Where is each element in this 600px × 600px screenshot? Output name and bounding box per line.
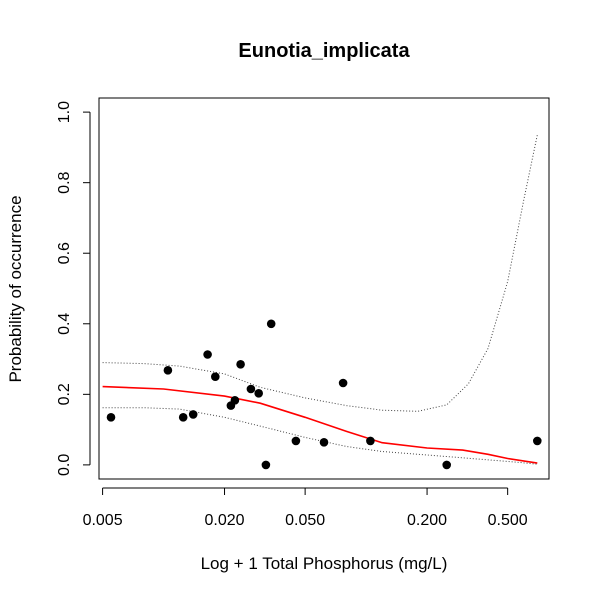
data-point <box>203 350 212 359</box>
x-tick-label: 0.200 <box>407 512 447 529</box>
curves <box>102 134 538 465</box>
y-tick-label: 1.0 <box>56 101 73 123</box>
data-point <box>236 360 245 369</box>
data-point <box>338 378 348 388</box>
y-axis-label: Probability of occurrence <box>6 195 25 382</box>
data-point <box>291 436 301 446</box>
data-point <box>254 389 263 398</box>
y-tick-label: 0.4 <box>56 313 73 335</box>
x-tick-label: 0.005 <box>83 512 123 529</box>
data-point <box>533 436 542 446</box>
data-point <box>178 413 188 422</box>
chart-title: Eunotia_implicata <box>238 40 410 62</box>
data-point <box>266 319 276 329</box>
confidence-band-line <box>102 407 538 465</box>
data-point <box>366 436 375 446</box>
x-tick-label: 0.020 <box>205 512 245 529</box>
data-point <box>163 366 173 375</box>
y-tick-label: 0.2 <box>56 383 73 405</box>
data-point <box>319 438 329 447</box>
fitted-curve-line <box>102 385 538 464</box>
y-tick-label: 0.0 <box>56 454 73 476</box>
data-point <box>188 410 198 419</box>
x-axis: 0.005 0.020 0.050 0.200 0.500 <box>83 487 528 529</box>
y-axis: 0.0 0.2 0.4 0.6 0.8 1.0 <box>56 101 91 476</box>
data-point <box>211 372 220 382</box>
data-point <box>246 384 256 394</box>
x-tick-label: 0.050 <box>285 512 325 529</box>
plot-frame <box>98 97 550 480</box>
data-point <box>106 413 116 422</box>
data-point <box>230 396 240 405</box>
y-tick-label: 0.6 <box>56 242 73 264</box>
x-axis-label: Log + 1 Total Phosphorus (mg/L) <box>201 554 448 573</box>
x-tick-label: 0.500 <box>488 512 528 529</box>
y-tick-label: 0.8 <box>56 171 73 193</box>
data-points <box>106 319 542 470</box>
data-point <box>442 460 452 470</box>
data-point <box>261 460 271 470</box>
